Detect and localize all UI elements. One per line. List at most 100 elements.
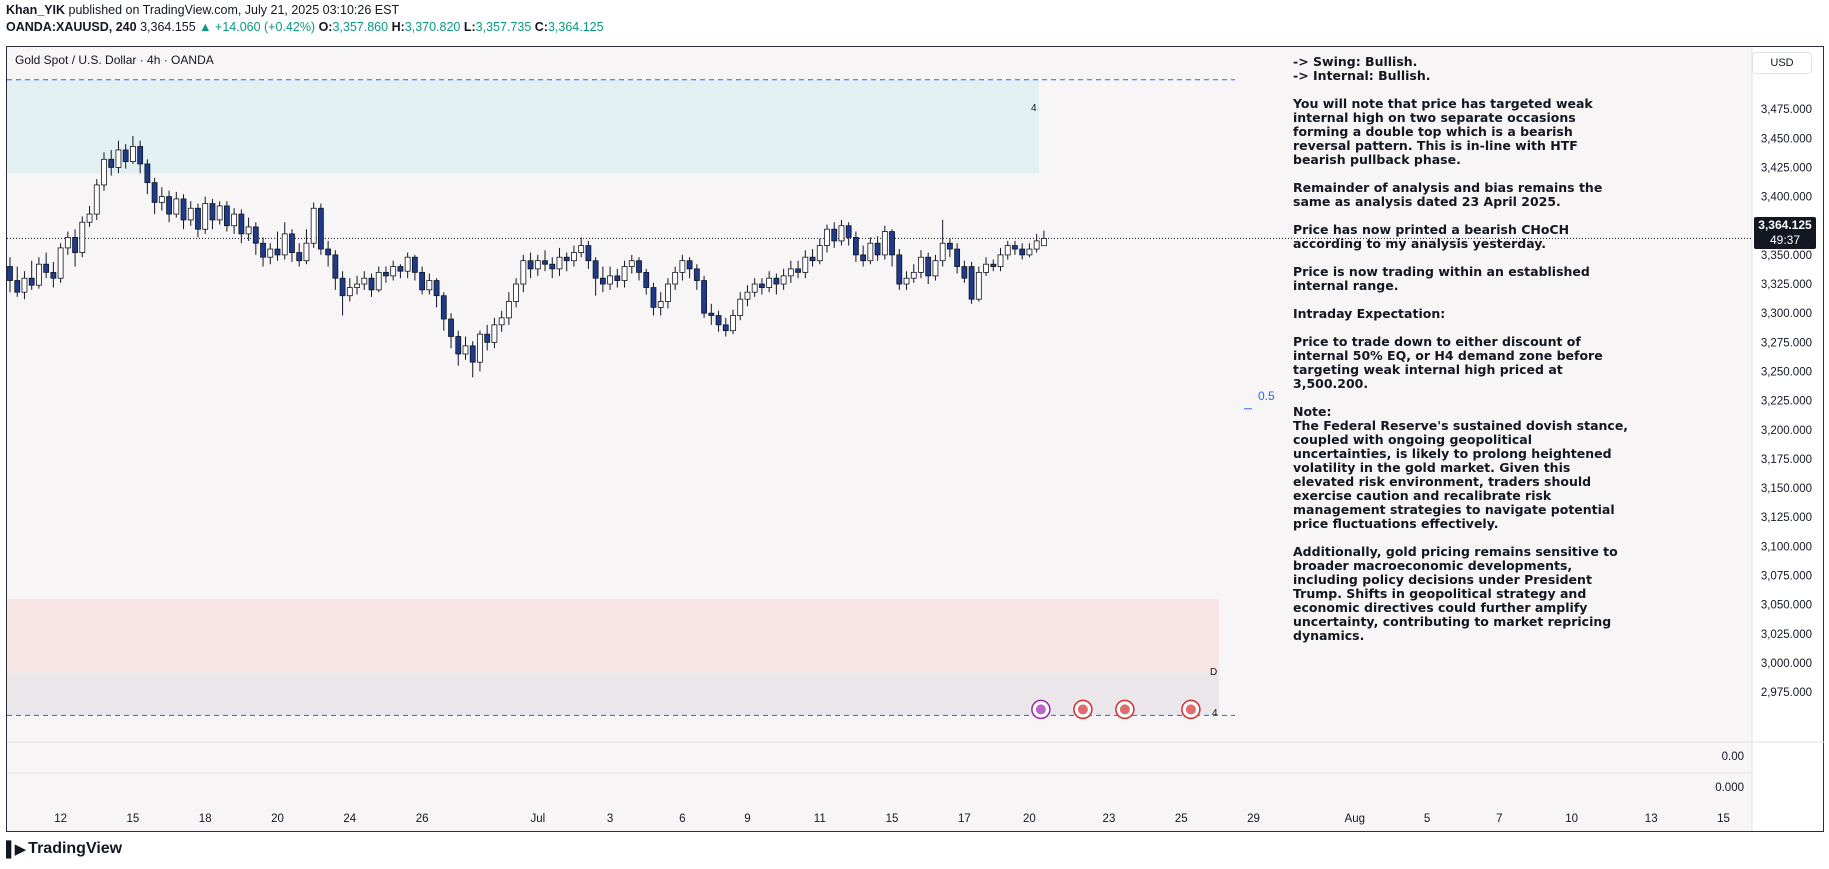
price-tick-label: 3,400.000: [1761, 192, 1812, 204]
bull-candle: [903, 277, 910, 285]
bull-candle: [426, 280, 433, 291]
price-tick-label: 3,450.000: [1761, 133, 1812, 145]
time-tick-label: 12: [54, 813, 67, 825]
bear-candle: [180, 198, 187, 221]
bear-candle: [433, 280, 440, 297]
bull-candle: [867, 242, 874, 262]
time-tick-label: 26: [416, 813, 429, 825]
bull-candle: [173, 198, 180, 215]
us-flag-event-icon-dot: [1077, 704, 1088, 715]
bull-candle: [939, 242, 946, 262]
bull-candle: [231, 213, 238, 227]
bear-candle: [592, 260, 599, 279]
price-tick-label: 3,075.000: [1761, 571, 1812, 583]
bear-candle: [896, 254, 903, 285]
time-tick-label: 5: [1424, 813, 1430, 825]
price-tick-label: 3,050.000: [1761, 600, 1812, 612]
bear-candle: [50, 271, 57, 279]
lower-pane-tick-1: 0.00: [1722, 751, 1744, 763]
bull-candle: [744, 291, 751, 300]
bull-candle: [513, 283, 519, 302]
bull-candle: [477, 333, 483, 363]
price-tick-label: 3,100.000: [1761, 541, 1812, 553]
high-value: 3,370.820: [404, 20, 461, 34]
us-flag-event-icon: [1073, 699, 1093, 720]
bear-candle: [43, 263, 50, 273]
bear-candle: [7, 266, 13, 281]
tradingview-logo-icon: ▌▶: [6, 841, 26, 858]
us-flag-event-icon: [1181, 699, 1201, 720]
bear-candle: [72, 236, 78, 253]
bull-candle: [816, 245, 823, 262]
demand-zone-d-label: D: [1210, 667, 1217, 678]
bear-candle: [845, 225, 852, 238]
bull-candle: [498, 317, 505, 326]
bull-candle: [491, 324, 498, 343]
bear-candle: [108, 158, 115, 168]
bear-candle: [549, 263, 556, 270]
bull-candle: [737, 298, 744, 316]
bear-candle: [332, 254, 339, 279]
price-tick-label: 3,425.000: [1761, 162, 1812, 174]
bull-candle: [1033, 240, 1040, 250]
bear-candle: [166, 196, 172, 215]
price-tick-label: 3,250.000: [1761, 366, 1812, 378]
bear-candle: [223, 205, 230, 227]
bull-candle: [354, 283, 360, 288]
bear-candle: [715, 315, 722, 326]
chart-title: Gold Spot / U.S. Dollar · 4h · OANDA: [15, 53, 214, 67]
price-tick-label: 3,325.000: [1761, 279, 1812, 291]
bear-candle: [419, 271, 426, 291]
tradingview-logo[interactable]: ▌▶ TradingView: [6, 840, 122, 858]
analysis-notes: -> Swing: Bullish. -> Internal: Bullish.…: [1293, 55, 1633, 657]
note-paragraph: Additionally, gold pricing remains sensi…: [1293, 544, 1618, 643]
bull-candle: [665, 283, 671, 302]
time-axis[interactable]: 12 15 18 20 24 26 Jul 3 6 9 11 15 17 20 23 25 29 Aug 5 7 10 1…: [54, 813, 1730, 825]
bull-candle: [802, 256, 809, 273]
bull-candle: [310, 207, 317, 244]
bull-candle: [36, 263, 42, 286]
bear-candle: [151, 182, 158, 203]
bear-candle: [599, 277, 606, 285]
bull-candle: [571, 252, 577, 262]
bear-candle: [961, 266, 968, 279]
bull-candle: [838, 225, 845, 242]
bear-candle: [643, 271, 650, 288]
bull-candle: [267, 248, 274, 258]
bear-candle: [773, 277, 780, 285]
ohlc-legend: OANDA:XAUUSD, 240 3,364.155 ▲ +14.060 (+…: [6, 20, 604, 34]
bear-candle: [722, 324, 729, 332]
bear-candle: [260, 242, 266, 258]
bear-candle: [809, 256, 816, 262]
currency-button[interactable]: USD: [1752, 52, 1812, 74]
bear-candle: [411, 256, 418, 273]
price-axis[interactable]: 3,475.0003,450.0003,425.0003,400.0003,37…: [1761, 104, 1812, 699]
published-date: published on TradingView.com, July 21, 2…: [68, 3, 400, 17]
time-tick-label: 17: [958, 813, 971, 825]
bull-candle: [621, 266, 628, 281]
bull-candle: [628, 260, 635, 267]
chart-frame: [6, 46, 1824, 832]
bull-candle: [1026, 248, 1033, 256]
price-tick-label: 3,025.000: [1761, 629, 1812, 641]
price-tick-label: 3,275.000: [1761, 337, 1812, 349]
bull-candle: [57, 247, 64, 279]
earnings-event-icon-dot: [1035, 704, 1046, 715]
bull-candle: [534, 260, 541, 270]
bull-candle: [766, 277, 773, 288]
time-tick-label: 24: [343, 813, 356, 825]
bear-candle: [339, 277, 346, 297]
bear-candle: [440, 295, 447, 320]
bull-candle: [578, 245, 585, 253]
low-value: 3,357.735: [475, 20, 532, 34]
publish-info: Khan_YIK published on TradingView.com, J…: [6, 3, 399, 17]
bull-candle: [932, 260, 939, 277]
low-label: L:: [463, 20, 476, 34]
price-tick-label: 3,175.000: [1761, 454, 1812, 466]
demand-zone: [7, 598, 1219, 673]
bull-candle: [1040, 238, 1047, 247]
lower-pane-background: [7, 742, 1752, 831]
time-tick-label: 18: [199, 813, 212, 825]
publisher-name[interactable]: Khan_YIK: [6, 3, 66, 17]
